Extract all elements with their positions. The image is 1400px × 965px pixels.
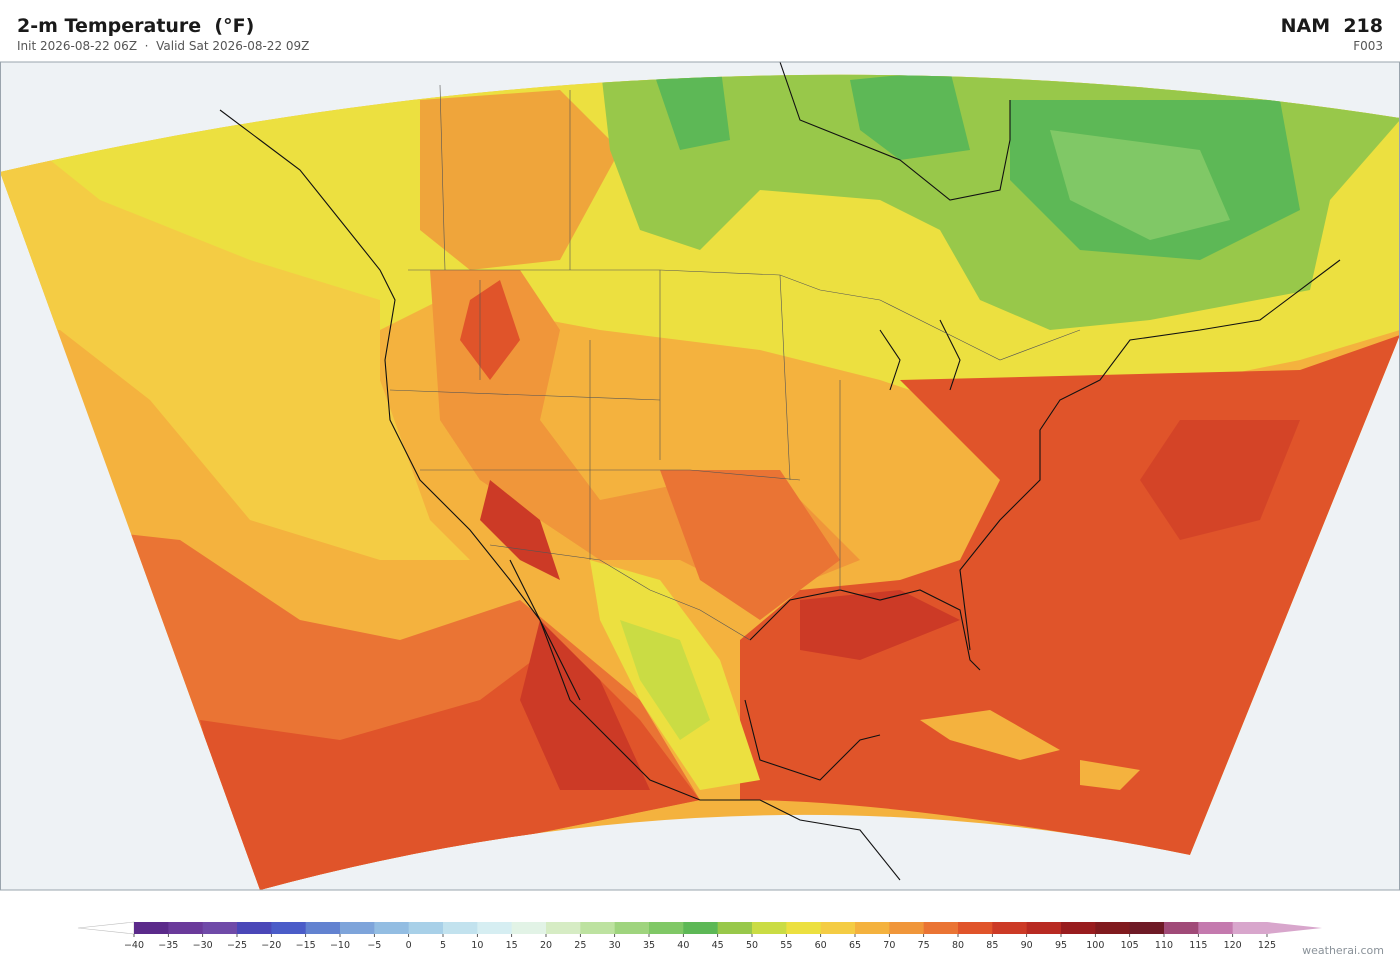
colorbar-tick-label: 0 [406, 940, 412, 951]
colorbar-tick-label: 25 [574, 940, 586, 951]
colorbar-segment [1026, 922, 1062, 934]
colorbar-tick-label: 70 [883, 940, 895, 951]
colorbar-segment [649, 922, 684, 934]
map-title: 2-m Temperature (°F) [17, 15, 255, 37]
colorbar-tick-label: 110 [1155, 940, 1173, 951]
colorbar-tick-label: 10 [471, 940, 483, 951]
colorbar-segment [340, 922, 375, 934]
colorbar-tick-label: 120 [1224, 940, 1242, 951]
borders [389, 84, 1081, 641]
colorbar-tick-label: 125 [1258, 940, 1276, 951]
colorbar-segment [1232, 922, 1268, 934]
colorbar-segment [752, 922, 787, 934]
colorbar-tick-label: −35 [158, 940, 178, 951]
colorbar-segment [477, 922, 513, 934]
colorbar-tick-label: 100 [1086, 940, 1104, 951]
colorbar-segment [1198, 922, 1234, 934]
colorbar-tick-label: 90 [1021, 940, 1033, 951]
colorbar-segment [271, 922, 307, 934]
colorbar-segment [1129, 922, 1165, 934]
colorbar-segment [683, 922, 719, 934]
colorbar-tick-label: 115 [1189, 940, 1207, 951]
colorbar-segment [305, 922, 341, 934]
colorbar-segment [1164, 922, 1199, 934]
coastlines [219, 62, 1341, 881]
colorbar-segment [237, 922, 272, 934]
colorbar-tick-label: 55 [780, 940, 792, 951]
colorbar: −40 −35 −30 −25 −20 −15 −10 −5 0 5 10 15 20 25 30 35 40 4… [77, 921, 1322, 951]
colorbar-tick-label: −15 [296, 940, 316, 951]
colorbar-segment [374, 922, 410, 934]
colorbar-segment [580, 922, 616, 934]
colorbar-segment [820, 922, 856, 934]
colorbar-tick-label: 5 [440, 940, 446, 951]
colorbar-tick-label: −25 [227, 940, 247, 951]
colorbar-tick-label: 15 [506, 940, 518, 951]
colorbar-segment [408, 922, 444, 934]
colorbar-tick-label: 35 [643, 940, 655, 951]
colorbar-tick-label: 105 [1121, 940, 1139, 951]
colorbar-segment [1095, 922, 1131, 934]
colorbar-segment [958, 922, 993, 934]
colorbar-tick-label: 65 [849, 940, 861, 951]
colorbar-tick-label: 45 [712, 940, 724, 951]
colorbar-segment [1061, 922, 1096, 934]
colorbar-tick-label: 20 [540, 940, 552, 951]
colorbar-tick-label: −30 [193, 940, 213, 951]
watermark: weatherai.com [1302, 944, 1384, 957]
colorbar-segment [614, 922, 650, 934]
colorbar-segment [546, 922, 581, 934]
map-subtitle: Init 2026-08-22 06Z · Valid Sat 2026-08-… [17, 39, 310, 53]
colorbar-tick-label: 60 [815, 940, 827, 951]
colorbar-segment [786, 922, 822, 934]
colorbar-tick-label: 95 [1055, 940, 1067, 951]
colorbar-tick-label: 75 [918, 940, 930, 951]
colorbar-segment [855, 922, 890, 934]
colorbar-tick-label: −40 [124, 940, 144, 951]
colorbar-tick-label: 40 [677, 940, 689, 951]
colorbar-tick-label: −5 [367, 940, 381, 951]
colorbar-segment [889, 922, 925, 934]
colorbar-tick-label: 80 [952, 940, 964, 951]
colorbar-segment [168, 922, 204, 934]
colorbar-over [1267, 922, 1322, 934]
model-name: NAM 218 [1280, 15, 1383, 37]
colorbar-segment [923, 922, 959, 934]
colorbar-segment [134, 922, 169, 934]
colorbar-tick-label: 30 [609, 940, 621, 951]
colorbar-segment [992, 922, 1028, 934]
colorbar-under [77, 921, 135, 935]
colorbar-tick-label: 85 [986, 940, 998, 951]
colorbar-segment [717, 922, 753, 934]
colorbar-segment [511, 922, 547, 934]
colorbar-tick-label: 50 [746, 940, 758, 951]
colorbar-tick-label: −10 [330, 940, 350, 951]
colorbar-tick-label: −20 [261, 940, 281, 951]
colorbar-segment [443, 922, 478, 934]
colorbar-segment [202, 922, 238, 934]
forecast-hour: F003 [1353, 39, 1383, 53]
